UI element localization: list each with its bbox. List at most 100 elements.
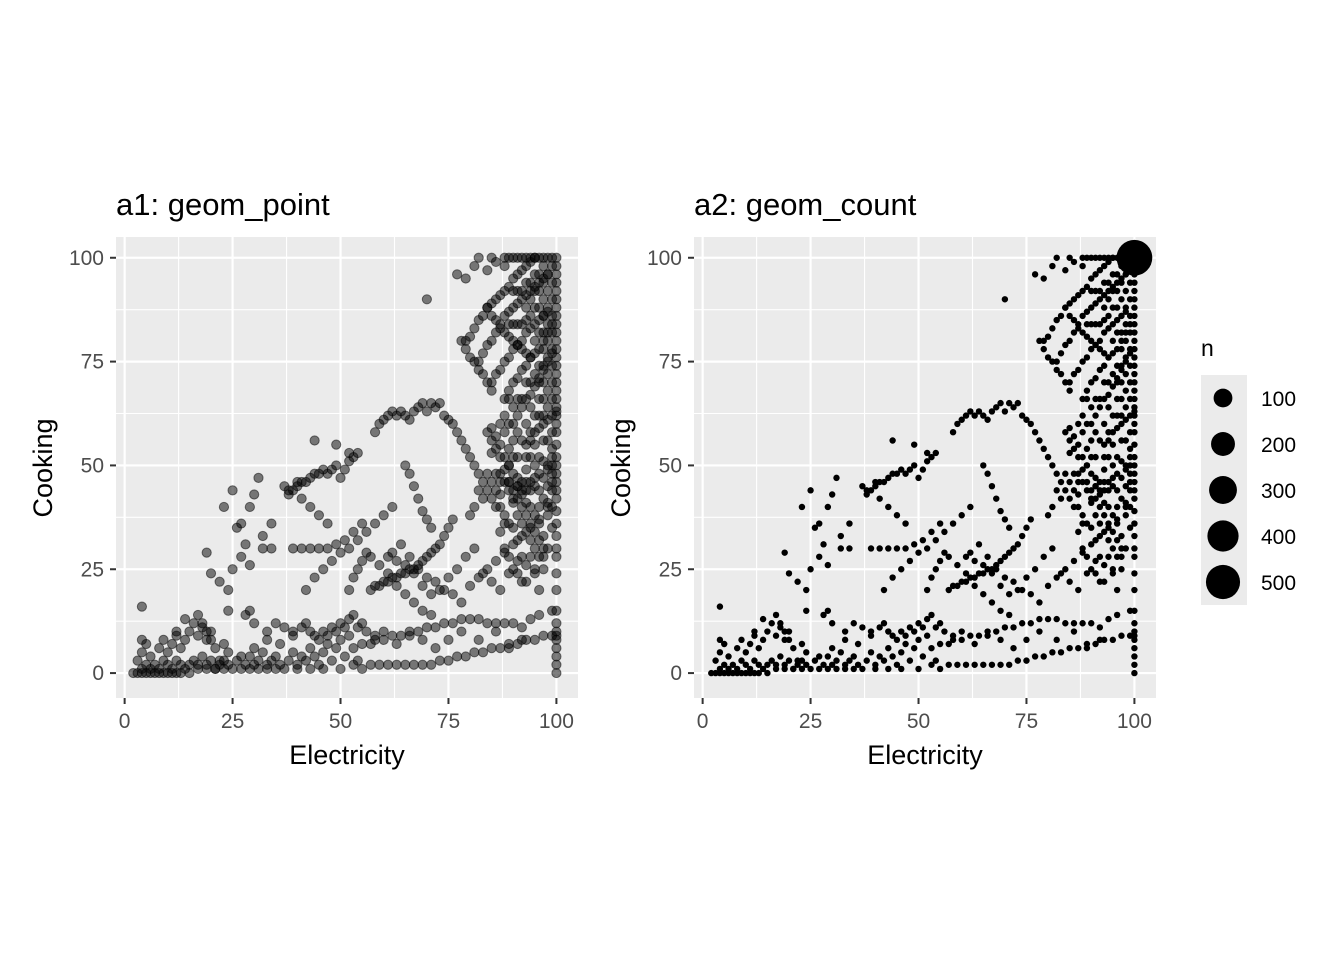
data-point — [1083, 321, 1091, 328]
data-point — [1066, 254, 1073, 261]
data-point — [932, 657, 939, 664]
data-point — [296, 493, 307, 504]
data-point — [391, 659, 402, 670]
data-point — [503, 643, 515, 654]
data-point — [344, 447, 355, 459]
data-point — [546, 344, 558, 355]
data-point — [322, 543, 333, 554]
data-point — [742, 649, 750, 656]
data-point — [274, 659, 286, 670]
data-point — [906, 466, 914, 473]
data-point — [1113, 379, 1121, 386]
data-point — [828, 644, 836, 652]
data-point — [863, 657, 870, 664]
data-point — [1118, 532, 1125, 540]
data-point — [911, 628, 918, 635]
data-point — [798, 640, 806, 648]
data-point — [421, 294, 432, 305]
data-point — [859, 665, 866, 673]
data-point — [988, 482, 996, 490]
data-point — [816, 665, 823, 673]
data-point — [464, 510, 476, 521]
data-point — [1023, 416, 1030, 423]
data-point — [1088, 337, 1095, 345]
data-point — [460, 551, 471, 562]
data-point — [508, 452, 519, 463]
data-point — [1053, 615, 1060, 623]
data-point — [1126, 379, 1134, 386]
data-point — [529, 510, 540, 521]
data-point — [417, 506, 428, 517]
data-point — [889, 653, 896, 660]
data-point — [1118, 566, 1125, 573]
data-point — [249, 643, 260, 654]
data-point — [546, 327, 558, 338]
data-point — [443, 634, 454, 645]
data-point — [477, 647, 489, 658]
data-point — [1100, 350, 1108, 357]
data-point — [1109, 545, 1117, 552]
data-point — [534, 377, 545, 388]
data-point — [417, 605, 428, 616]
data-point — [993, 566, 1000, 573]
data-point — [716, 649, 724, 656]
data-point — [262, 626, 273, 637]
data-point — [755, 669, 762, 677]
data-point — [1126, 445, 1134, 453]
data-point — [725, 653, 732, 660]
data-point — [1126, 279, 1134, 286]
data-point — [785, 657, 793, 664]
data-point — [1010, 644, 1017, 652]
data-point — [1062, 267, 1069, 274]
data-point — [932, 566, 939, 573]
data-point — [876, 495, 883, 502]
data-point — [305, 543, 316, 554]
data-point — [1014, 399, 1022, 407]
data-point — [382, 551, 394, 562]
data-point — [512, 393, 523, 405]
data-point — [971, 412, 978, 419]
data-point — [807, 487, 814, 494]
data-point — [902, 640, 909, 648]
data-point — [369, 630, 381, 641]
data-point — [880, 478, 888, 486]
data-point — [154, 643, 165, 654]
data-point — [473, 468, 484, 479]
data-point — [811, 657, 819, 664]
data-point — [538, 310, 549, 322]
data-point — [1118, 474, 1125, 482]
data-point — [400, 559, 411, 571]
data-point — [300, 584, 312, 596]
data-point — [529, 460, 540, 471]
data-point — [1118, 495, 1125, 502]
data-point — [434, 655, 445, 666]
data-point — [1075, 325, 1082, 332]
data-point — [1126, 362, 1134, 369]
data-point — [538, 294, 549, 305]
data-point — [1083, 487, 1091, 494]
data-point — [283, 485, 294, 496]
data-point — [1105, 553, 1112, 560]
data-point — [434, 584, 445, 596]
data-point — [1131, 507, 1138, 515]
data-point — [1092, 512, 1099, 519]
data-point — [197, 618, 208, 629]
data-point — [1096, 553, 1104, 560]
data-point — [975, 632, 983, 639]
data-point — [1057, 649, 1065, 656]
data-point — [1118, 458, 1125, 465]
data-point — [1118, 279, 1125, 286]
data-point — [344, 584, 355, 596]
data-point — [988, 570, 996, 577]
data-point — [1109, 512, 1117, 519]
data-point — [1096, 520, 1104, 527]
data-point — [1109, 287, 1117, 295]
y-tick-label: 0 — [670, 662, 682, 685]
data-point — [833, 665, 840, 673]
data-point — [1105, 503, 1112, 511]
data-point — [1113, 395, 1121, 403]
data-point — [136, 647, 148, 658]
data-point — [1092, 474, 1099, 482]
data-point — [1070, 470, 1078, 477]
legend-label: 400 — [1261, 526, 1296, 549]
